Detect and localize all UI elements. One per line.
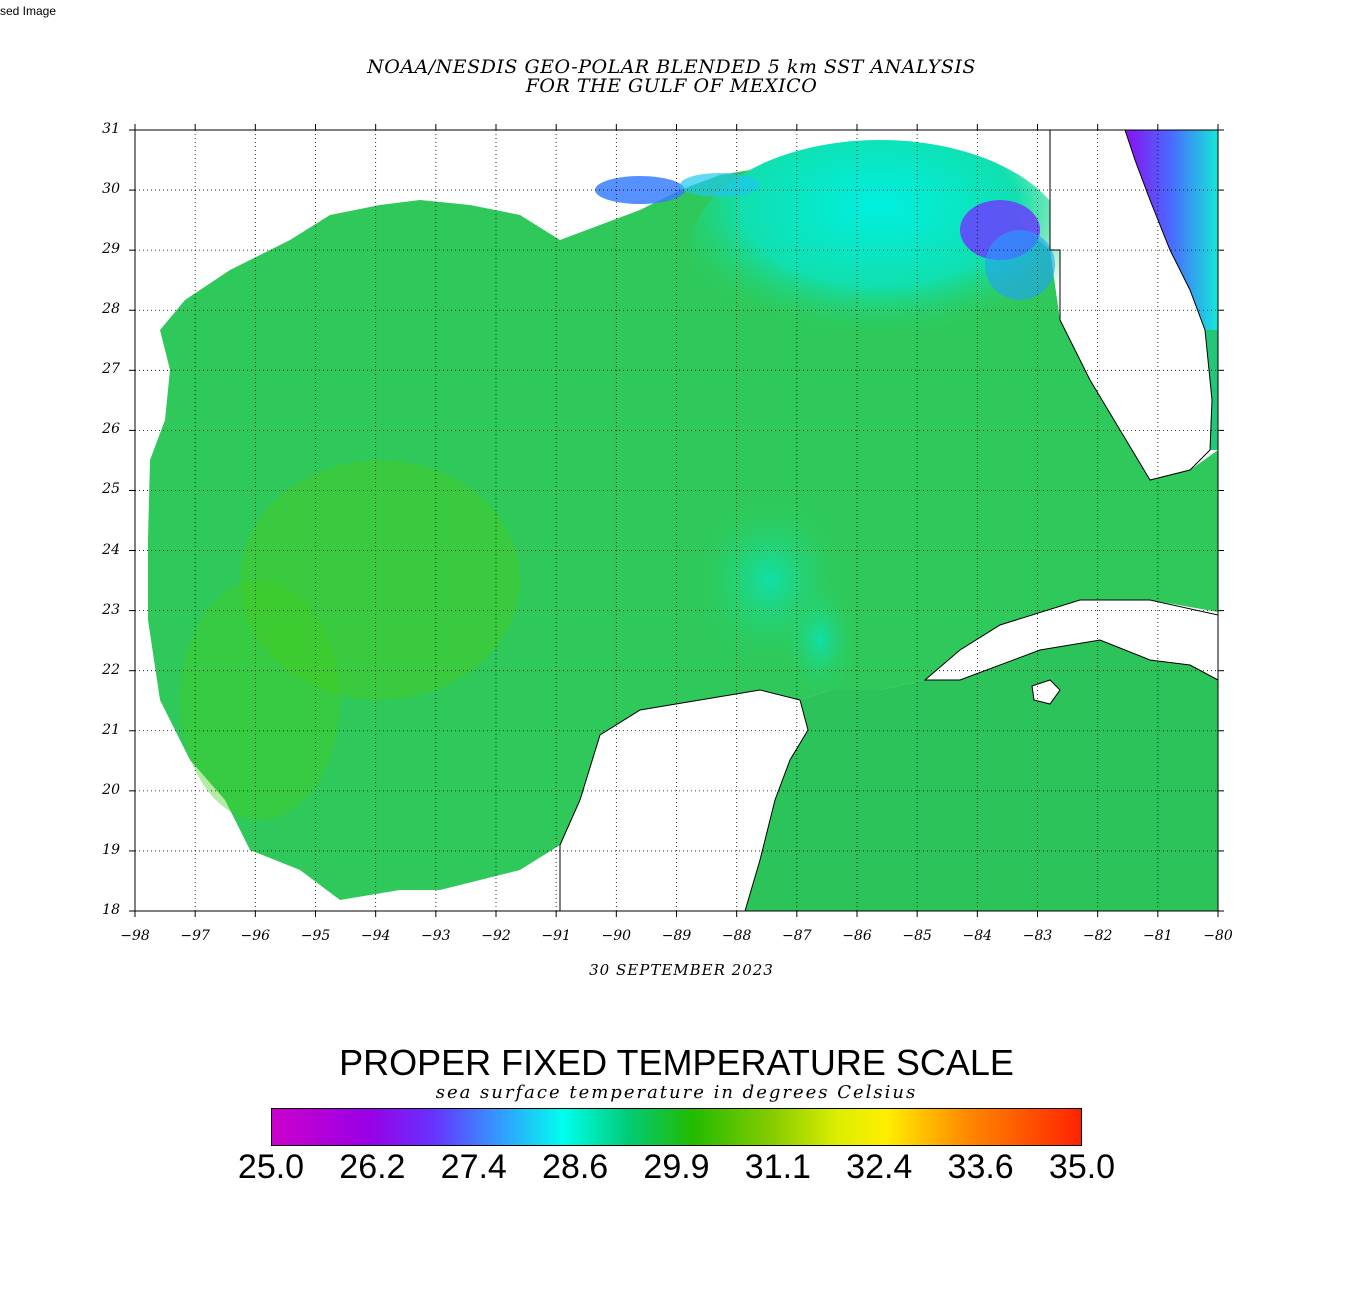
- lat-tick-label: 19: [102, 841, 120, 858]
- lat-tick-label: 29: [102, 241, 120, 258]
- sea-surface-layer: [148, 130, 1218, 911]
- lon-tick-label: −88: [721, 928, 752, 944]
- lat-tick-label: 22: [102, 661, 120, 678]
- lat-tick-label: 30: [102, 181, 120, 198]
- scale-tick-label: 32.4: [846, 1148, 913, 1186]
- caribbean-water: [740, 640, 1218, 911]
- atlantic-water: [1125, 130, 1218, 330]
- scale-tick-label: 31.1: [744, 1148, 811, 1186]
- scale-tick-label: 26.2: [339, 1148, 406, 1186]
- lat-tick-label: 20: [102, 781, 120, 798]
- lon-tick-label: −90: [601, 928, 632, 944]
- lon-tick-label: −94: [360, 928, 391, 944]
- scale-tick-label: 33.6: [947, 1148, 1014, 1186]
- scale-title: PROPER FIXED TEMPERATURE SCALE: [339, 1042, 1014, 1083]
- lat-tick-label: 24: [102, 541, 120, 558]
- lon-tick-label: −92: [481, 928, 511, 944]
- lon-tick-label: −81: [1143, 928, 1173, 944]
- lat-tick-label: 25: [102, 481, 120, 498]
- lon-tick-label: −86: [842, 928, 872, 944]
- lon-tick-label: −93: [421, 928, 451, 944]
- lat-tick-label: 23: [102, 601, 120, 618]
- lat-tick-label: 28: [102, 301, 120, 318]
- scale-tick-label: 28.6: [542, 1148, 609, 1186]
- lon-tick-label: −96: [240, 928, 271, 944]
- scale-tick-label: 35.0: [1048, 1148, 1116, 1186]
- map-title: NOAA/NESDIS GEO-POLAR BLENDED 5 km SST A…: [367, 56, 976, 78]
- lon-tick-label: −84: [962, 928, 993, 944]
- analysis-date: 30 SEPTEMBER 2023: [589, 961, 774, 979]
- lat-tick-label: 18: [102, 902, 120, 918]
- scale-tick-label: 29.9: [643, 1148, 710, 1186]
- lon-tick-label: −95: [300, 928, 331, 944]
- graticule: [129, 124, 1224, 917]
- lon-tick-label: −80: [1203, 928, 1233, 944]
- temperature-color-bar: [271, 1108, 1082, 1146]
- sst-map: [129, 124, 1224, 917]
- lon-tick-label: −89: [661, 928, 692, 944]
- map-subtitle: FOR THE GULF OF MEXICO: [525, 75, 818, 97]
- lat-tick-label: 26: [102, 421, 120, 438]
- scale-tick-label: 25.0: [237, 1148, 305, 1186]
- lon-tick-label: −83: [1022, 928, 1053, 944]
- lon-tick-label: −87: [782, 928, 812, 944]
- image-alt-text: sed Image: [0, 4, 57, 18]
- lon-tick-label: −98: [120, 928, 150, 944]
- lon-tick-label: −85: [902, 928, 932, 944]
- lon-tick-label: −82: [1082, 928, 1113, 944]
- scale-tick-label: 27.4: [440, 1148, 507, 1186]
- scale-subtitle: sea surface temperature in degrees Celsi…: [435, 1082, 918, 1103]
- land-layer: [559, 129, 1219, 912]
- lat-tick-label: 31: [102, 121, 120, 137]
- lat-tick-label: 21: [102, 721, 120, 738]
- lon-tick-label: −97: [180, 928, 210, 944]
- lat-tick-label: 27: [102, 361, 120, 378]
- yucatan-land: [559, 689, 809, 912]
- lon-tick-label: −91: [541, 928, 571, 944]
